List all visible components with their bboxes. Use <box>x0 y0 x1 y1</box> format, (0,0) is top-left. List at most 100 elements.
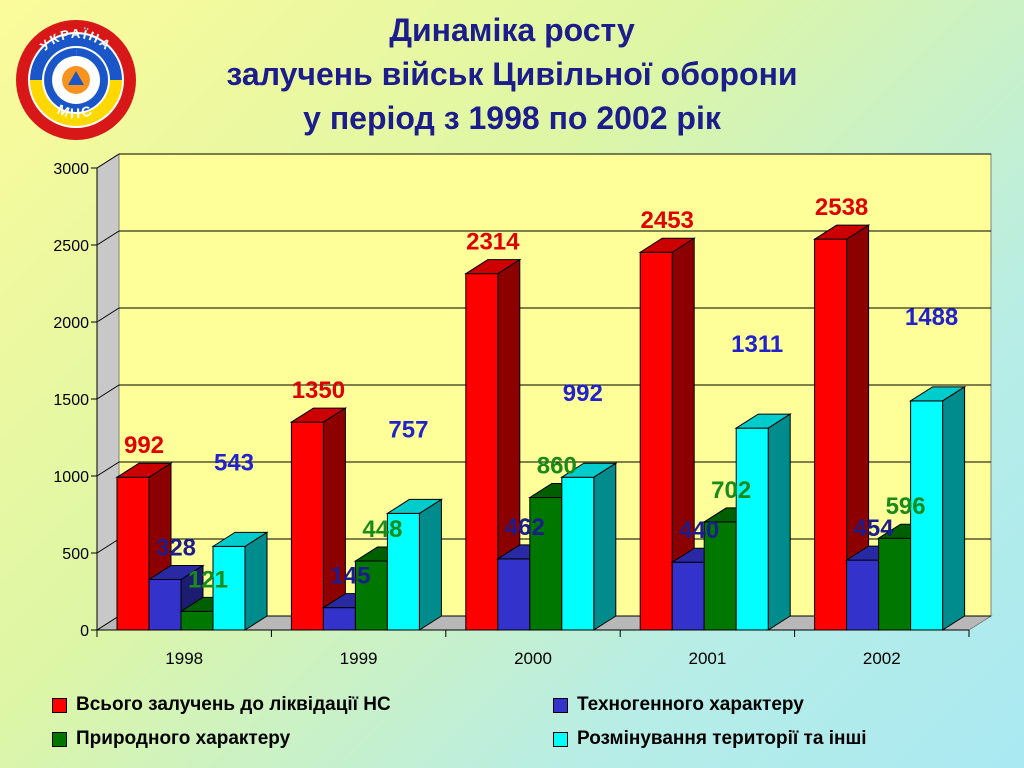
bar-front <box>497 558 531 631</box>
data-label: 992 <box>124 432 164 459</box>
data-label: 454 <box>854 515 895 542</box>
page-title: Динаміка росту залучень військ Цивільної… <box>150 8 874 140</box>
bar-front <box>290 421 324 631</box>
bar-side <box>767 413 791 631</box>
legend-item: Всього залучень до ліквідації НС <box>52 694 391 716</box>
bar-front <box>671 561 705 631</box>
data-label: 1311 <box>731 331 783 358</box>
bar-front <box>735 427 769 631</box>
bar-top <box>211 531 269 547</box>
bar <box>734 413 792 631</box>
bar-top <box>147 564 205 580</box>
legend-item: Природного характеру <box>52 728 290 750</box>
legend-label: Всього залучень до ліквідації НС <box>76 694 391 715</box>
legend-label: Природного характеру <box>76 728 291 749</box>
logo-bottom-text: МНС <box>55 101 94 121</box>
bar-side <box>418 498 442 631</box>
data-label: 702 <box>711 477 751 504</box>
data-label: 596 <box>886 493 926 520</box>
bar-top <box>115 462 173 478</box>
bar-front <box>878 537 912 631</box>
gridline-side <box>96 307 120 323</box>
bar <box>211 531 269 631</box>
data-label: 2314 <box>466 229 520 256</box>
bar-top <box>464 259 522 275</box>
y-tick-label: 2000 <box>53 315 89 332</box>
legend-swatch <box>52 731 67 747</box>
legend-swatch <box>52 697 67 713</box>
x-tick-label: 2002 <box>863 649 901 668</box>
mns-logo: УКРАЇНА МНС <box>16 20 136 140</box>
data-label: 2538 <box>815 194 868 221</box>
data-label: 1488 <box>905 304 958 331</box>
bar-front <box>386 512 420 631</box>
gridline-side <box>96 615 120 631</box>
bar <box>385 498 444 631</box>
data-label: 462 <box>505 514 545 541</box>
data-label: 448 <box>362 516 402 543</box>
gridline-side <box>96 461 120 477</box>
bar-top <box>289 407 348 423</box>
bar-front <box>703 521 737 631</box>
bar <box>560 462 618 631</box>
bar-top <box>638 237 696 253</box>
gridline-side <box>96 538 120 554</box>
x-tick-label: 2001 <box>688 649 726 668</box>
chart-legend: Всього залучень до ліквідації НС Техноген… <box>0 690 1024 768</box>
bar-top <box>385 498 444 514</box>
y-tick-label: 0 <box>80 623 89 640</box>
bar-side <box>593 462 617 631</box>
data-label: 121 <box>188 566 228 593</box>
data-label: 1350 <box>292 377 345 404</box>
bar-front <box>639 251 673 631</box>
bar <box>812 224 871 631</box>
gridline-side <box>96 384 120 400</box>
bar-front <box>354 560 388 631</box>
title-line-2: залучень військ Цивільної оборони <box>226 56 798 92</box>
bar-front <box>561 476 595 631</box>
legend-item: Техногенного характеру <box>553 694 804 716</box>
bar-side <box>942 385 966 631</box>
data-label: 328 <box>156 534 196 561</box>
data-label: 543 <box>214 449 254 476</box>
data-label: 2453 <box>641 207 694 234</box>
y-tick-label: 1000 <box>53 469 89 486</box>
gridline-side <box>96 153 120 169</box>
bar <box>289 407 348 631</box>
bar <box>464 258 522 631</box>
bar-side <box>244 531 268 631</box>
legend-label: Техногенного характеру <box>577 694 804 715</box>
svg-text:МНС: МНС <box>55 101 97 121</box>
bar-front <box>322 607 356 631</box>
title-line-1: Динаміка росту <box>389 12 635 48</box>
bar-front <box>465 273 499 631</box>
y-tick-label: 2500 <box>53 238 89 255</box>
y-tick-label: 500 <box>62 546 89 563</box>
bar-front <box>148 578 182 631</box>
gridline-side <box>96 230 120 246</box>
data-label: 992 <box>563 380 603 407</box>
legend-swatch <box>553 731 568 747</box>
bar-front <box>180 610 214 631</box>
bar-chart: 0 500 1000 1500 2000 2500 3000 1998 1999 2000 2001… <box>53 153 993 668</box>
title-line-3: у період з 1998 по 2002 рік <box>303 100 721 136</box>
legend-swatch <box>553 697 568 713</box>
x-tick-label: 2000 <box>514 649 552 668</box>
bar-front <box>116 476 150 631</box>
legend-item: Розмінування території та інші <box>553 728 867 750</box>
bar-top <box>908 386 967 402</box>
bar-front <box>910 400 944 631</box>
bar-top <box>560 462 618 478</box>
bar <box>638 237 696 631</box>
x-tick-label: 1999 <box>340 649 378 668</box>
y-tick-label: 3000 <box>53 161 89 178</box>
data-label: 860 <box>537 453 577 480</box>
legend-label: Розмінування території та інші <box>577 728 867 749</box>
bar-front <box>212 545 246 631</box>
bar-top <box>734 413 792 429</box>
x-tick-label: 1998 <box>165 649 203 668</box>
data-label: 440 <box>679 517 719 544</box>
bar <box>908 385 967 631</box>
bar-front <box>814 238 848 631</box>
y-tick-label: 1500 <box>53 392 89 409</box>
